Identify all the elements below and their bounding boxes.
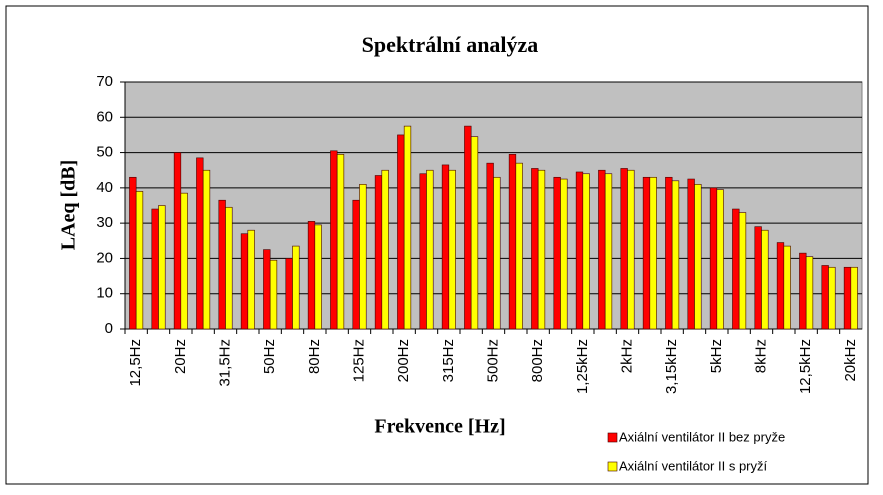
bar — [493, 176, 501, 330]
y-tick-label: 60 — [96, 108, 113, 125]
bar — [173, 152, 182, 330]
bar — [292, 245, 300, 330]
bar — [582, 173, 590, 330]
bar — [642, 176, 651, 330]
x-tick-label: 50Hz — [261, 339, 278, 374]
bar — [135, 191, 144, 330]
x-tick-label: 800Hz — [529, 339, 546, 382]
x-tick-label: 200Hz — [395, 339, 412, 382]
bar — [419, 173, 427, 330]
bar — [426, 169, 434, 330]
y-tick-label: 10 — [96, 285, 113, 302]
bar — [665, 176, 673, 330]
bar — [240, 233, 249, 330]
bar — [129, 176, 137, 330]
bar — [805, 256, 814, 330]
legend-swatch — [607, 461, 618, 472]
bar — [225, 206, 233, 330]
x-tick-label: 8kHz — [752, 339, 769, 373]
bar — [604, 173, 613, 330]
bar — [828, 266, 836, 330]
bar — [821, 265, 829, 330]
bar — [738, 212, 747, 330]
bar — [850, 266, 858, 330]
bar — [151, 208, 159, 330]
y-tick-label: 0 — [105, 320, 113, 337]
bar — [247, 229, 255, 330]
bar — [761, 229, 769, 330]
x-tick-label: 315Hz — [440, 339, 457, 382]
bar — [716, 189, 724, 330]
bar — [553, 176, 561, 330]
bar — [783, 245, 791, 330]
bar — [464, 125, 472, 330]
bar — [799, 252, 807, 330]
x-tick-label: 12,5kHz — [797, 339, 814, 394]
bar — [598, 169, 606, 330]
bar — [448, 169, 456, 330]
bar — [180, 192, 188, 330]
legend-label: Axiální ventilátor II s pryží — [619, 458, 767, 473]
bar — [776, 242, 785, 330]
bar — [269, 259, 278, 330]
x-tick-label: 1,25kHz — [574, 339, 591, 394]
y-tick-label: 70 — [96, 73, 113, 90]
bar — [158, 205, 166, 330]
bar — [263, 249, 271, 330]
x-tick-label: 20Hz — [172, 339, 189, 374]
bar — [403, 125, 412, 330]
bar — [307, 221, 316, 330]
bar — [508, 154, 517, 330]
bar — [336, 154, 345, 330]
x-tick-label: 125Hz — [350, 339, 367, 382]
bar — [202, 169, 211, 330]
bar — [754, 226, 762, 330]
bar — [441, 164, 450, 330]
x-tick-label: 3,15kHz — [663, 339, 680, 394]
x-tick-label: 12,5Hz — [127, 339, 144, 387]
bar — [218, 199, 226, 330]
bar — [196, 157, 204, 330]
x-tick-label: 31,5Hz — [216, 339, 233, 387]
y-tick-label: 20 — [96, 249, 113, 266]
bar — [649, 176, 657, 330]
bar — [732, 208, 740, 330]
x-tick-label: 5kHz — [708, 339, 725, 373]
x-tick-label: 500Hz — [484, 339, 501, 382]
chart-title: Spektrální analýza — [362, 32, 539, 57]
bar — [843, 266, 852, 330]
y-tick-label: 50 — [96, 144, 113, 161]
y-axis-title: LAeq [dB] — [58, 160, 80, 251]
x-tick-label: 80Hz — [306, 339, 323, 374]
x-tick-label: 20kHz — [842, 339, 859, 382]
bar — [381, 169, 389, 330]
legend-swatch — [607, 432, 618, 443]
bar — [330, 150, 338, 330]
bar — [374, 175, 383, 330]
bar — [709, 187, 718, 330]
bar — [537, 169, 546, 330]
legend-label: Axiální ventilátor II bez pryže — [619, 429, 785, 444]
bar — [515, 162, 523, 330]
bar — [285, 258, 293, 330]
bar — [694, 184, 702, 330]
bar — [314, 224, 322, 330]
x-tick-label: 2kHz — [618, 339, 635, 373]
y-tick-label: 30 — [96, 214, 113, 231]
bar — [627, 169, 635, 330]
bar — [671, 180, 680, 330]
bar — [620, 168, 628, 330]
x-axis-title: Frekvence [Hz] — [374, 416, 505, 438]
bar — [531, 168, 539, 330]
bar — [470, 136, 479, 330]
bar — [397, 134, 405, 330]
bar — [486, 162, 494, 330]
bar — [352, 199, 360, 330]
bar — [575, 171, 584, 330]
bar — [687, 178, 695, 330]
y-tick-label: 40 — [96, 179, 113, 196]
bar — [359, 184, 367, 330]
bar — [560, 178, 568, 330]
